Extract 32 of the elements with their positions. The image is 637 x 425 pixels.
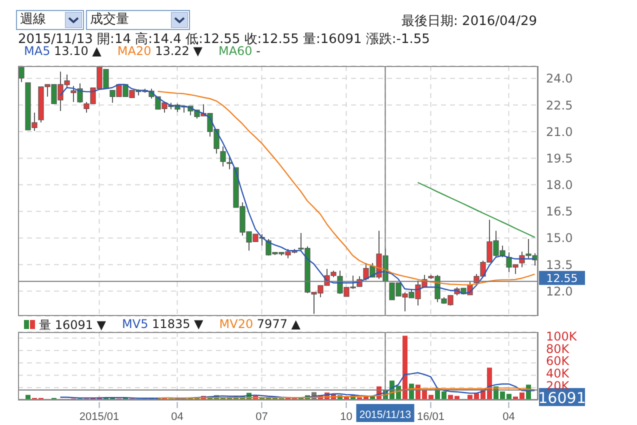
legend-label: 量 16091 ▼ bbox=[39, 318, 106, 332]
y-tick-label: 80K bbox=[546, 342, 570, 356]
x-tick-label: 2015/11/13 bbox=[359, 409, 412, 421]
x-tick-label: 16/01 bbox=[416, 411, 445, 423]
x-tick-label: 07 bbox=[256, 411, 268, 423]
y-tick-label: 24.0 bbox=[546, 72, 573, 86]
text: 最後日期: 2016/04/29 bbox=[402, 13, 537, 30]
text: MA5 13.10 ▲ bbox=[24, 44, 102, 58]
y-tick-label: 15.0 bbox=[546, 231, 573, 246]
ref-line-label: 12.55 bbox=[546, 272, 578, 285]
dropdown: 成交量 bbox=[86, 10, 190, 30]
x-tick-label: 04 bbox=[502, 411, 515, 423]
x-tick-label: 10 bbox=[340, 411, 352, 423]
y-tick-label: 21.0 bbox=[546, 124, 573, 139]
y-tick-label: 12.0 bbox=[546, 284, 573, 298]
ref-line-label: 16091 bbox=[538, 389, 586, 408]
y-tick-label: 40K bbox=[546, 366, 570, 381]
y-tick-label: 13.5 bbox=[546, 258, 573, 272]
y-tick-label: 22.5 bbox=[546, 98, 573, 112]
y-tick-label: 16.5 bbox=[546, 204, 573, 219]
text: 2015/11/13 開:14 高:14.4 低:12.55 收:12.55 量:16091 漲跌:-1.55 bbox=[18, 31, 430, 47]
y-tick-label: 100K bbox=[546, 329, 578, 344]
text: MA20 13.22 ▼ bbox=[117, 44, 202, 58]
y-tick-label: 19.5 bbox=[546, 151, 573, 166]
dropdown: 週線 bbox=[16, 10, 84, 30]
x-tick-label: 2015/01 bbox=[79, 411, 120, 423]
text: MV20 7977 ▲ bbox=[219, 317, 301, 331]
text: MV5 11835 ▼ bbox=[122, 317, 204, 331]
y-tick-label: 18.0 bbox=[546, 178, 573, 192]
x-tick-label: 04 bbox=[171, 411, 184, 423]
text: MA60 - bbox=[218, 44, 260, 58]
y-tick-label: 60K bbox=[546, 354, 570, 368]
